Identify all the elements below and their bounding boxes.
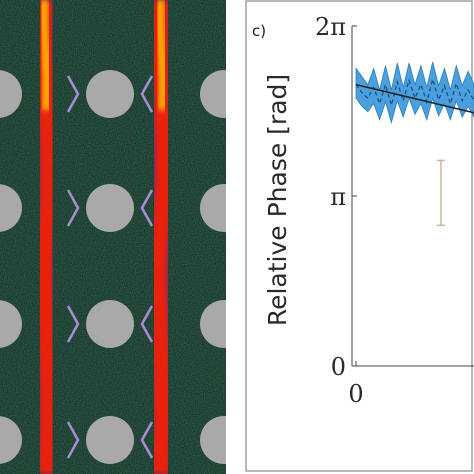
panel-label: c) [252, 22, 266, 40]
pillar-1-0 [0, 184, 22, 232]
pillar-2-2 [200, 300, 226, 348]
marker-2-1 [140, 305, 154, 343]
pillar-0-1 [86, 70, 134, 118]
pillar-2-1 [86, 300, 134, 348]
pillar-1-1 [86, 184, 134, 232]
pillar-2-0 [0, 300, 22, 348]
marker-2-0 [66, 305, 80, 343]
fit-line [355, 83, 474, 114]
fluorescence-micrograph [0, 0, 226, 474]
chevron-markers [66, 75, 154, 459]
confidence-band [355, 61, 474, 124]
pillar-0-0 [0, 70, 22, 118]
errorbar [436, 159, 445, 227]
x-tick-label-0: 0 [348, 380, 363, 408]
mean-line [355, 76, 474, 108]
y-tick-label-0: 0 [331, 353, 346, 381]
y-ticks: 0 π 2π [315, 13, 357, 381]
pillar-1-2 [200, 184, 226, 232]
marker-0-1 [140, 75, 154, 113]
fiber-right [139, 0, 183, 474]
y-tick-label-1: π [330, 183, 346, 211]
pillar-3-0 [0, 416, 22, 464]
plot-area [355, 61, 474, 227]
y-tick-label-2: 2π [315, 13, 346, 41]
marker-3-0 [66, 421, 80, 459]
marker-1-1 [140, 189, 154, 227]
pillar-0-2 [200, 70, 226, 118]
fiber-left [25, 0, 68, 474]
pillar-array [0, 70, 226, 464]
marker-0-0 [66, 75, 80, 113]
marker-3-1 [140, 421, 154, 459]
x-ticks: 0 [348, 361, 364, 408]
pillar-3-2 [200, 416, 226, 464]
marker-1-0 [66, 189, 80, 227]
y-axis-label: Relative Phase [rad] [263, 74, 292, 326]
pillar-3-1 [86, 416, 134, 464]
phase-chart: c) 0 π 2π 0 Relative Phase [rad] [245, 0, 474, 472]
